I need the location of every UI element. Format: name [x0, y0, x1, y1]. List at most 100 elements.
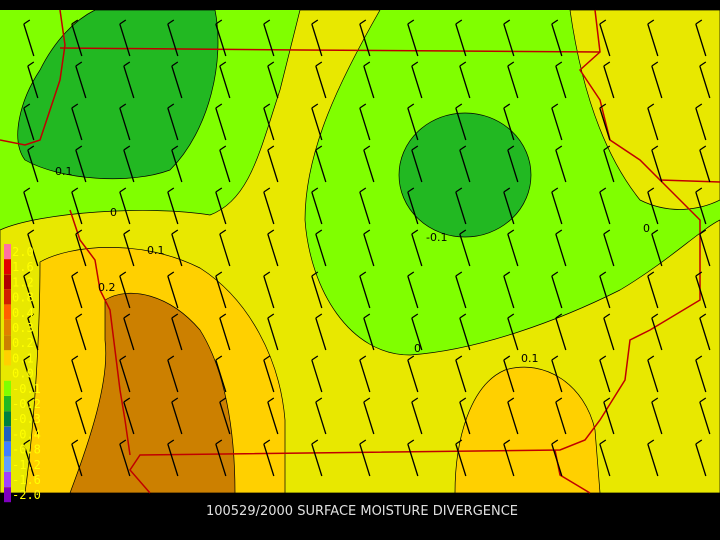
wind-barb: [219, 61, 231, 99]
wind-barb: [167, 439, 179, 477]
wind-barb: [359, 271, 371, 309]
wind-barb: [215, 187, 227, 225]
wind-barb: [263, 439, 275, 477]
wind-barb: [359, 103, 371, 141]
wind-barb: [75, 61, 87, 99]
wind-barb: [315, 61, 327, 99]
wind-barb: [167, 187, 179, 225]
wind-barb: [119, 271, 131, 309]
wind-barb: [363, 61, 375, 99]
wind-barb: [167, 271, 179, 309]
wind-barb: [359, 439, 371, 477]
wind-barb: [555, 397, 567, 435]
wind-barb: [171, 145, 183, 183]
region-gold: [454, 366, 601, 494]
legend-swatch: [4, 456, 11, 472]
wind-barb: [215, 19, 227, 57]
wind-barb: [363, 397, 375, 435]
wind-barb: [71, 187, 83, 225]
wind-barb: [75, 145, 87, 183]
wind-barb: [647, 19, 659, 57]
wind-barb: [71, 19, 83, 57]
legend-label: 0.3: [12, 321, 34, 335]
legend-label: 0.1: [12, 351, 34, 365]
wind-barb: [647, 103, 659, 141]
legend-swatch: [4, 244, 11, 259]
contour-fills: [0, 9, 720, 494]
wind-barb: [503, 271, 515, 309]
wind-barb: [263, 187, 275, 225]
wind-barb: [411, 229, 423, 267]
wind-barb: [503, 19, 515, 57]
wind-barb: [311, 103, 323, 141]
wind-barb: [455, 103, 467, 141]
legend-swatch: [4, 259, 11, 275]
legend-swatch: [4, 335, 11, 351]
wind-barb: [215, 103, 227, 141]
wind-barb: [123, 397, 135, 435]
wind-barb: [651, 145, 663, 183]
contour-label: 0: [643, 222, 650, 235]
wind-barb: [315, 229, 327, 267]
wind-barb: [411, 61, 423, 99]
wind-barb: [27, 61, 39, 99]
wind-barb: [411, 397, 423, 435]
wind-barb: [23, 355, 35, 393]
wind-barb: [455, 19, 467, 57]
wind-barb: [71, 103, 83, 141]
wind-barb: [123, 229, 135, 267]
wind-barb: [695, 439, 707, 477]
wind-barb: [699, 229, 711, 267]
wind-barb: [459, 397, 471, 435]
wind-barb: [311, 271, 323, 309]
wind-barb: [71, 439, 83, 477]
wind-barb: [123, 145, 135, 183]
legend-swatch: [4, 380, 11, 396]
wind-barb: [267, 61, 279, 99]
wind-barb: [507, 61, 519, 99]
region-green: [17, 9, 219, 180]
legend-label: 0.2: [12, 336, 34, 350]
wind-barb: [407, 439, 419, 477]
wind-barb: [311, 439, 323, 477]
wind-barb: [603, 229, 615, 267]
border: [59, 47, 601, 53]
border: [69, 209, 131, 456]
wind-barb: [219, 229, 231, 267]
wind-barb: [407, 187, 419, 225]
wind-barb: [407, 271, 419, 309]
wind-barb: [407, 355, 419, 393]
wind-barb: [311, 19, 323, 57]
contour-label: 0.2: [98, 281, 116, 294]
wind-barb: [363, 229, 375, 267]
wind-barb: [551, 355, 563, 393]
wind-barb: [119, 355, 131, 393]
wind-barb: [75, 313, 87, 351]
wind-barb: [215, 439, 227, 477]
wind-barb: [27, 313, 39, 351]
wind-barb: [503, 103, 515, 141]
wind-barb: [551, 19, 563, 57]
wind-barb: [267, 313, 279, 351]
legend-label: -0.4: [12, 427, 41, 441]
wind-barb: [267, 397, 279, 435]
wind-barb: [167, 103, 179, 141]
wind-barb: [311, 355, 323, 393]
wind-barb: [555, 313, 567, 351]
wind-barbs: [23, 19, 711, 477]
wind-barb: [167, 19, 179, 57]
wind-barb: [699, 145, 711, 183]
wind-barb: [219, 313, 231, 351]
legend: 2.01.61.20.80.40.30.20.10.0-0.1-0.2-0.3-…: [4, 244, 41, 503]
wind-barb: [263, 103, 275, 141]
wind-barb: [459, 61, 471, 99]
wind-barb: [699, 313, 711, 351]
wind-barb: [503, 355, 515, 393]
wind-barb: [651, 397, 663, 435]
legend-swatch: [4, 289, 11, 305]
wind-barb: [699, 397, 711, 435]
wind-barb: [507, 397, 519, 435]
wind-barb: [503, 187, 515, 225]
wind-barb: [75, 397, 87, 435]
wind-barb: [23, 19, 35, 57]
